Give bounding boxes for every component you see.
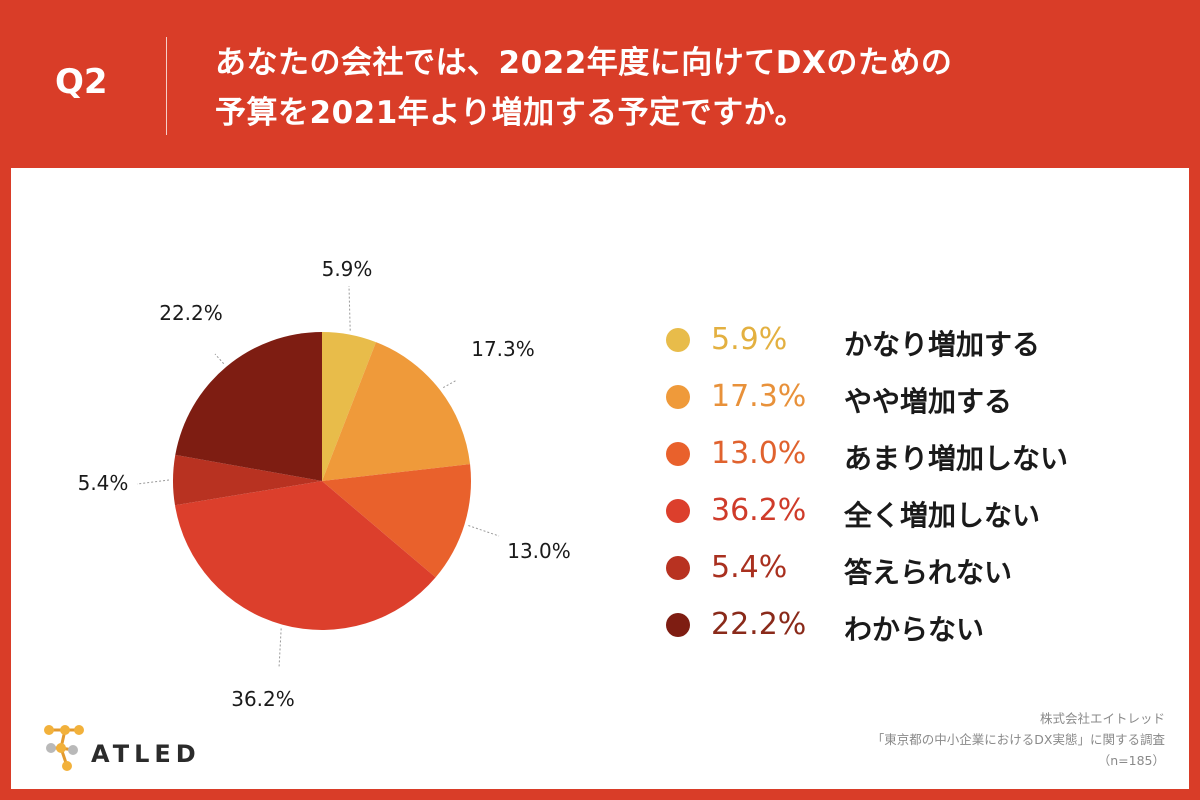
question-text: あなたの会社では、2022年度に向けてDXのための 予算を2021年より増加する… [215,38,952,138]
pie-chart: 5.9% 17.3% 13.0% 36.2% 5.4% 22.2% [78,257,571,711]
legend-swatch-1 [666,328,690,352]
legend-label-2: やや増加する [844,385,1013,418]
source-sample-size: （n=185） [1097,753,1165,768]
legend-item-5: 5.4% 答えられない [666,548,1126,589]
legend-percent-6: 22.2% [711,607,807,642]
question-line-2: 予算を2021年より増加する予定ですか。 [215,95,807,131]
pie-slice-3 [322,464,471,578]
legend-item-2: 17.3% やや増加する [666,377,1126,418]
header-divider [166,37,167,135]
legend-item-4: 36.2% 全く増加しない [666,491,1126,532]
legend-label-3: あまり増加しない [844,442,1069,475]
legend-percent-5: 5.4% [711,550,788,585]
atled-logo-text: ATLED [91,740,201,768]
legend-swatch-5 [666,556,690,580]
pie-slice-1 [322,332,376,481]
legend-percent-4: 36.2% [711,493,807,528]
leader-line-4 [278,628,282,669]
source-company: 株式会社エイトレッド [1039,711,1165,726]
data-label-3: 13.0% [507,539,571,563]
leader-line-5 [136,479,170,485]
pie-slice-5 [173,454,322,506]
question-number: Q2 [55,62,108,102]
legend-label-4: 全く増加しない [844,499,1041,532]
leader-line-2 [442,379,458,389]
legend-label-1: かなり増加する [844,328,1041,361]
legend-item-3: 13.0% あまり増加しない [666,434,1126,475]
source-survey: 「東京都の中小企業におけるDX実態」に関する調査 [871,732,1165,747]
legend-item-6: 22.2% わからない [666,605,1126,646]
source-note: 株式会社エイトレッド 「東京都の中小企業におけるDX実態」に関する調査 （n=1… [872,708,1165,771]
legend-label-6: わからない [844,613,985,646]
chart-card: 5.9% 17.3% 13.0% 36.2% 5.4% 22.2% 5.9% かなり増加する… [11,168,1189,789]
legend-percent-3: 13.0% [711,436,807,471]
atled-logo-icon [44,725,84,771]
pie-slice-2 [322,342,471,481]
legend-percent-1: 5.9% [711,322,788,357]
atled-logo: ATLED [41,722,196,784]
legend-swatch-4 [666,499,690,523]
leader-line-3 [468,525,500,537]
legend-label-5: 答えられない [844,556,1013,589]
data-label-1: 5.9% [322,257,373,281]
data-label-4: 36.2% [231,687,295,711]
data-label-6: 22.2% [159,301,223,325]
legend-percent-2: 17.3% [711,379,807,414]
legend-item-1: 5.9% かなり増加する [666,320,1126,361]
data-label-5: 5.4% [78,471,129,495]
legend-swatch-2 [666,385,690,409]
leader-line-6 [214,353,225,365]
question-line-1: あなたの会社では、2022年度に向けてDXのための [215,45,953,81]
leader-line-1 [348,285,351,331]
header-banner: Q2 あなたの会社では、2022年度に向けてDXのための 予算を2021年より増… [0,0,1200,168]
pie-slice-6 [175,332,322,481]
pie-slice-4 [174,481,436,630]
legend-swatch-6 [666,613,690,637]
legend-swatch-3 [666,442,690,466]
data-label-2: 17.3% [471,337,535,361]
